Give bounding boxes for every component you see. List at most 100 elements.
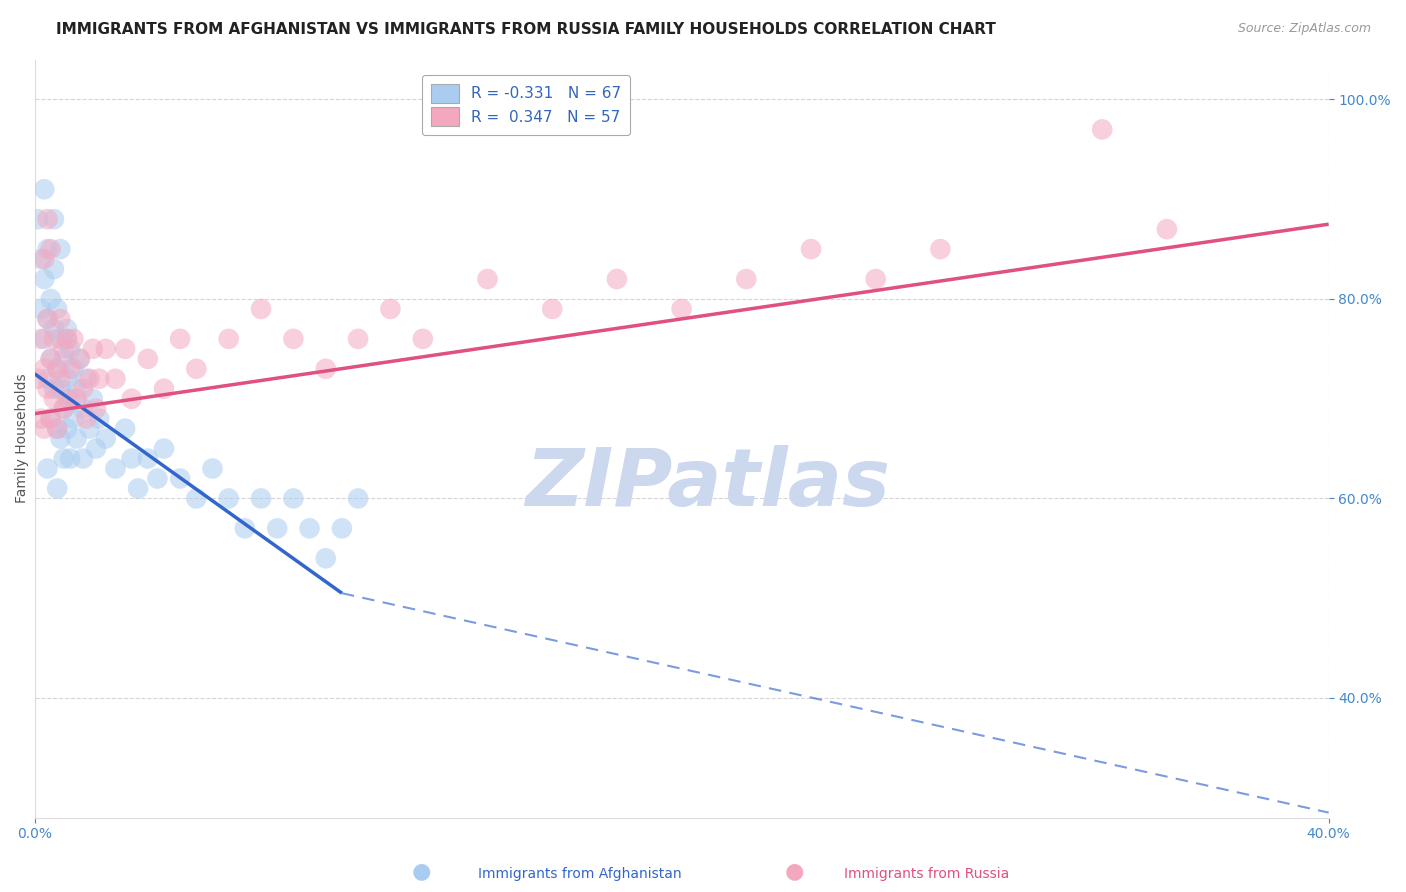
Text: Source: ZipAtlas.com: Source: ZipAtlas.com bbox=[1237, 22, 1371, 36]
Point bbox=[62, 361, 84, 376]
Point bbox=[104, 461, 127, 475]
Point bbox=[169, 471, 191, 485]
Point bbox=[56, 422, 79, 436]
Point bbox=[49, 382, 72, 396]
Point bbox=[39, 411, 62, 425]
Point bbox=[39, 351, 62, 366]
Point bbox=[37, 461, 59, 475]
Point bbox=[82, 392, 104, 406]
Point bbox=[79, 372, 101, 386]
Point bbox=[250, 491, 273, 506]
Point bbox=[298, 521, 321, 535]
Point bbox=[30, 252, 52, 266]
Point bbox=[30, 332, 52, 346]
Point bbox=[250, 301, 273, 316]
Point bbox=[42, 332, 65, 346]
Point bbox=[121, 392, 143, 406]
Point bbox=[56, 322, 79, 336]
Point bbox=[186, 491, 208, 506]
Point bbox=[56, 372, 79, 386]
Point bbox=[89, 411, 111, 425]
Point bbox=[266, 521, 288, 535]
Point bbox=[72, 382, 94, 396]
Text: ●: ● bbox=[785, 862, 804, 881]
Point bbox=[37, 312, 59, 326]
Point bbox=[114, 342, 136, 356]
Point bbox=[929, 242, 952, 256]
Text: IMMIGRANTS FROM AFGHANISTAN VS IMMIGRANTS FROM RUSSIA FAMILY HOUSEHOLDS CORRELAT: IMMIGRANTS FROM AFGHANISTAN VS IMMIGRANT… bbox=[56, 22, 995, 37]
Point bbox=[49, 432, 72, 446]
Point bbox=[153, 382, 176, 396]
Point bbox=[606, 272, 628, 286]
Point bbox=[69, 351, 91, 366]
Point bbox=[56, 392, 79, 406]
Point bbox=[671, 301, 693, 316]
Point bbox=[84, 442, 107, 456]
Point bbox=[52, 351, 75, 366]
Point bbox=[37, 372, 59, 386]
Point bbox=[56, 332, 79, 346]
Point bbox=[42, 322, 65, 336]
Point bbox=[94, 432, 117, 446]
Point bbox=[37, 242, 59, 256]
Point bbox=[541, 301, 564, 316]
Point bbox=[46, 361, 69, 376]
Point bbox=[62, 411, 84, 425]
Point bbox=[59, 392, 82, 406]
Point bbox=[1156, 222, 1178, 236]
Point bbox=[42, 262, 65, 277]
Point bbox=[121, 451, 143, 466]
Point bbox=[412, 332, 434, 346]
Point bbox=[30, 411, 52, 425]
Point bbox=[46, 482, 69, 496]
Point bbox=[347, 491, 370, 506]
Point bbox=[84, 401, 107, 416]
Point bbox=[380, 301, 402, 316]
Point bbox=[201, 461, 224, 475]
Point bbox=[49, 312, 72, 326]
Text: Immigrants from Russia: Immigrants from Russia bbox=[844, 867, 1010, 881]
Point bbox=[27, 212, 49, 227]
Point bbox=[800, 242, 823, 256]
Point bbox=[136, 451, 159, 466]
Point bbox=[127, 482, 149, 496]
Legend: R = -0.331   N = 67, R =  0.347   N = 57: R = -0.331 N = 67, R = 0.347 N = 57 bbox=[422, 75, 630, 135]
Point bbox=[52, 342, 75, 356]
Point bbox=[32, 252, 55, 266]
Y-axis label: Family Households: Family Households bbox=[15, 374, 30, 503]
Point bbox=[75, 411, 97, 425]
Point bbox=[42, 382, 65, 396]
Point bbox=[52, 451, 75, 466]
Point bbox=[65, 392, 87, 406]
Point bbox=[59, 451, 82, 466]
Point bbox=[49, 332, 72, 346]
Point bbox=[218, 491, 240, 506]
Text: ●: ● bbox=[412, 862, 432, 881]
Point bbox=[52, 401, 75, 416]
Text: Immigrants from Afghanistan: Immigrants from Afghanistan bbox=[478, 867, 682, 881]
Point bbox=[72, 401, 94, 416]
Point bbox=[69, 351, 91, 366]
Point bbox=[46, 361, 69, 376]
Point bbox=[136, 351, 159, 366]
Point bbox=[52, 401, 75, 416]
Point bbox=[283, 491, 305, 506]
Point bbox=[39, 351, 62, 366]
Point bbox=[39, 411, 62, 425]
Point bbox=[315, 361, 337, 376]
Point bbox=[72, 451, 94, 466]
Point bbox=[104, 372, 127, 386]
Point bbox=[37, 212, 59, 227]
Point bbox=[65, 382, 87, 396]
Point bbox=[32, 361, 55, 376]
Point bbox=[32, 422, 55, 436]
Point bbox=[49, 372, 72, 386]
Point bbox=[37, 382, 59, 396]
Point bbox=[46, 422, 69, 436]
Point bbox=[1091, 122, 1114, 136]
Point bbox=[114, 422, 136, 436]
Point bbox=[62, 332, 84, 346]
Point bbox=[46, 422, 69, 436]
Point bbox=[39, 292, 62, 306]
Point bbox=[39, 242, 62, 256]
